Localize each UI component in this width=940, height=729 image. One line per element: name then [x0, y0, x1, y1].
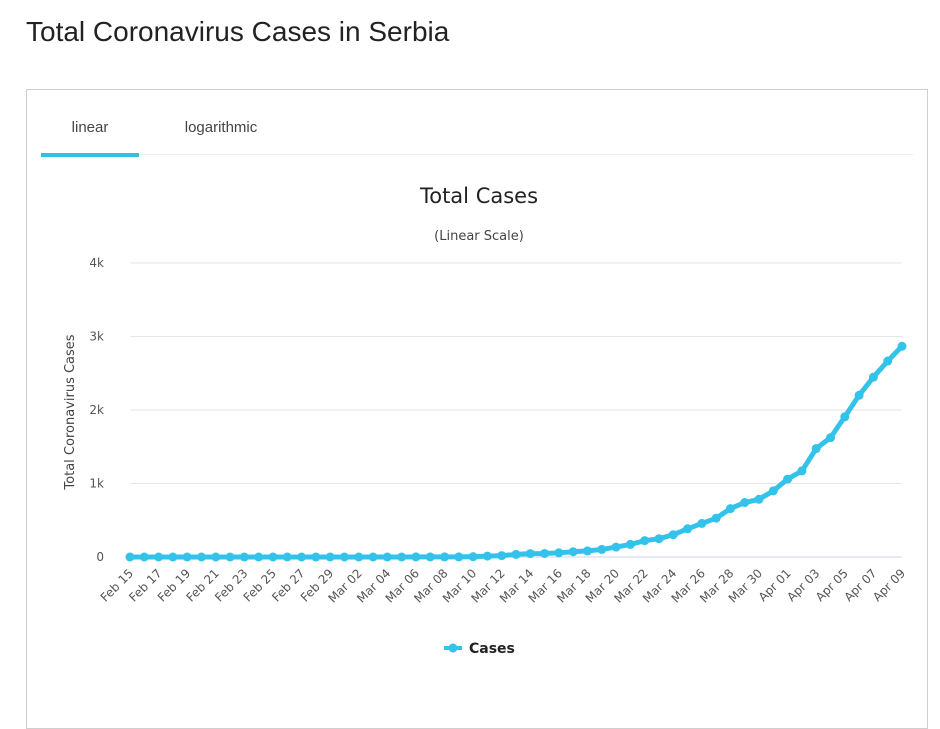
- data-point[interactable]: [354, 552, 364, 562]
- y-axis-ticks: 0 1k 2k 3k 4k: [89, 256, 104, 564]
- data-point[interactable]: [425, 552, 435, 562]
- grid-lines: [130, 262, 902, 558]
- active-tab-indicator: [41, 153, 139, 157]
- data-point[interactable]: [826, 433, 836, 443]
- data-point[interactable]: [725, 504, 735, 514]
- data-point[interactable]: [454, 552, 464, 562]
- y-tick-label: 1k: [89, 477, 104, 491]
- data-point[interactable]: [811, 444, 821, 454]
- data-point[interactable]: [640, 536, 650, 546]
- data-point[interactable]: [854, 390, 864, 400]
- y-tick-label: 4k: [89, 256, 104, 270]
- data-point[interactable]: [754, 494, 764, 504]
- page-title: Total Coronavirus Cases in Serbia: [26, 16, 450, 47]
- data-point[interactable]: [897, 341, 907, 351]
- data-point[interactable]: [382, 552, 392, 562]
- data-point[interactable]: [568, 547, 578, 557]
- data-point[interactable]: [154, 552, 164, 562]
- chart-title: Total Cases: [419, 184, 538, 208]
- data-point[interactable]: [740, 498, 750, 508]
- data-point[interactable]: [182, 552, 192, 562]
- data-point[interactable]: [168, 552, 178, 562]
- data-point[interactable]: [297, 552, 307, 562]
- data-point[interactable]: [282, 552, 292, 562]
- data-point[interactable]: [482, 551, 492, 561]
- y-axis-label: Total Coronavirus Cases: [63, 334, 78, 490]
- data-point[interactable]: [525, 549, 535, 559]
- data-point[interactable]: [440, 552, 450, 562]
- y-tick-label: 3k: [89, 330, 104, 344]
- data-point[interactable]: [125, 552, 135, 562]
- data-point[interactable]: [311, 552, 321, 562]
- data-point[interactable]: [511, 549, 521, 559]
- legend-label-cases: Cases: [469, 641, 515, 657]
- data-point[interactable]: [683, 524, 693, 534]
- data-point[interactable]: [554, 548, 564, 558]
- data-point[interactable]: [540, 548, 550, 558]
- y-tick-label: 2k: [89, 403, 104, 417]
- data-point[interactable]: [497, 551, 507, 561]
- y-tick-label: 0: [96, 550, 104, 564]
- data-point[interactable]: [139, 552, 149, 562]
- data-point[interactable]: [468, 552, 478, 562]
- data-point[interactable]: [783, 474, 793, 484]
- data-point[interactable]: [582, 546, 592, 556]
- data-point[interactable]: [654, 534, 664, 544]
- legend-swatch-marker: [448, 643, 458, 653]
- chart-card: linear logarithmic Total Cases (Linear S…: [26, 89, 928, 729]
- data-point[interactable]: [339, 552, 349, 562]
- data-point[interactable]: [411, 552, 421, 562]
- series-line-cases: [127, 343, 905, 560]
- data-point[interactable]: [239, 552, 249, 562]
- data-point[interactable]: [211, 552, 221, 562]
- data-point[interactable]: [625, 539, 635, 549]
- data-point[interactable]: [611, 542, 621, 552]
- cases-line-chart: Total Cases (Linear Scale) Total Coronav…: [63, 184, 908, 657]
- chart-subtitle: (Linear Scale): [434, 229, 524, 244]
- data-point[interactable]: [668, 530, 678, 540]
- data-point[interactable]: [868, 372, 878, 382]
- data-point[interactable]: [368, 552, 378, 562]
- data-point[interactable]: [268, 552, 278, 562]
- data-point[interactable]: [711, 513, 721, 523]
- data-point[interactable]: [840, 412, 850, 422]
- data-point[interactable]: [768, 486, 778, 496]
- legend[interactable]: Cases: [444, 641, 515, 657]
- data-point[interactable]: [697, 518, 707, 528]
- data-point[interactable]: [196, 552, 206, 562]
- data-point[interactable]: [254, 552, 264, 562]
- series-cases: [125, 341, 907, 562]
- data-point[interactable]: [597, 544, 607, 554]
- tab-linear[interactable]: linear: [71, 119, 109, 136]
- scale-tabs: linear logarithmic: [41, 90, 913, 157]
- data-point[interactable]: [797, 466, 807, 476]
- x-tick-label: Apr 09: [870, 566, 908, 604]
- data-point[interactable]: [883, 356, 893, 366]
- tab-logarithmic[interactable]: logarithmic: [184, 119, 258, 136]
- data-point[interactable]: [325, 552, 335, 562]
- data-point[interactable]: [225, 552, 235, 562]
- data-point[interactable]: [397, 552, 407, 562]
